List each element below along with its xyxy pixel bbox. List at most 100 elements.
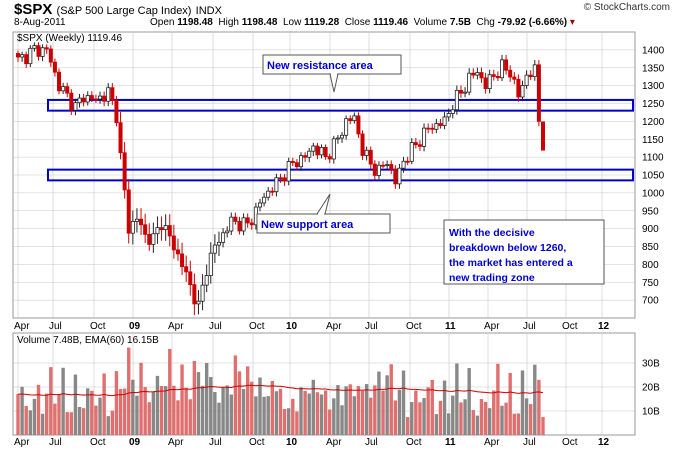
price-tick-label: 1150 (642, 135, 664, 146)
volume-bar (209, 377, 213, 435)
quote-date: 8-Aug-2011 (14, 17, 66, 28)
chg-label: Chg (476, 17, 495, 28)
volume-bar (28, 410, 33, 435)
symbol: $SPX (14, 1, 53, 18)
volume-bar (81, 408, 86, 435)
candle-body (147, 234, 152, 245)
volume-bar (393, 400, 398, 435)
volume-bar (381, 390, 385, 435)
candle-body (385, 164, 390, 166)
candle-body (442, 116, 447, 126)
volume-bar (200, 385, 205, 435)
candle-body (257, 202, 262, 208)
note-callout: With the decisive breakdown below 1260, … (443, 219, 605, 285)
candle-body (323, 146, 328, 158)
volume-bar (53, 403, 57, 435)
volume-bar (77, 406, 82, 435)
volume-bar (319, 394, 324, 435)
candle-body (413, 142, 418, 146)
candle-body (491, 74, 496, 77)
volume-bar (94, 405, 98, 435)
volume-bar (217, 402, 221, 435)
candle-body (294, 162, 299, 168)
volume-bar (135, 395, 139, 435)
candle-body (516, 78, 521, 98)
volume-bar (86, 388, 90, 435)
candle-body (438, 123, 443, 126)
volume-bar (307, 393, 311, 435)
volume-bar (528, 404, 533, 435)
volume-bar (524, 398, 529, 435)
volume-bar (336, 385, 340, 435)
high-value: 1198.48 (241, 17, 278, 28)
volume-x-tick-label: Apr (14, 437, 30, 448)
price-x-tick-label: 10 (286, 321, 298, 332)
candle-body (130, 221, 135, 234)
price-axis: 700 750 800 850 900 950 1000 1050 1100 1150 1200 12… (642, 45, 665, 306)
candle-body (327, 156, 332, 160)
volume-bar (360, 390, 365, 435)
down-arrow-icon: ▾ (569, 17, 575, 28)
candle-body (110, 87, 115, 101)
price-tick-label: 950 (642, 206, 659, 217)
candle-body (163, 225, 168, 231)
candle-body (221, 232, 226, 243)
candle-body (417, 144, 422, 147)
price-x-tick-label: 09 (129, 321, 141, 332)
candle-body (512, 76, 517, 80)
candle-body (450, 109, 455, 114)
candle-body (356, 115, 361, 135)
volume-x-axis: Apr Jul Oct 09 Apr Jul Oct 10 Apr Jul Oct 11 Apr Jul O… (14, 437, 610, 448)
volume-bar (426, 387, 430, 435)
note-line-3: the market has entered a (449, 257, 573, 269)
candle-body (520, 85, 525, 98)
candle-body (102, 95, 107, 102)
volume-x-tick-label: Oct (562, 437, 578, 448)
candle-body (167, 225, 172, 237)
volume-bar (492, 390, 496, 435)
candle-body (216, 241, 221, 246)
price-tick-label: 1350 (642, 63, 665, 74)
candle-body (57, 71, 62, 92)
volume-bar (147, 402, 151, 435)
volume-bar (369, 397, 373, 435)
volume-bar (254, 396, 258, 435)
price-x-axis: Apr Jul Oct 09 Apr Jul Oct 10 Apr Jul Oct 11 Apr Jul O… (14, 321, 610, 332)
candle-body (188, 271, 193, 286)
volume-bar (405, 417, 410, 435)
volume-bar (516, 413, 521, 435)
volume-bar (45, 393, 49, 435)
price-tick-label: 1300 (642, 81, 665, 92)
candle-body (303, 155, 308, 158)
candle-body (20, 54, 25, 58)
volume-bar (434, 414, 439, 435)
candle-body (315, 145, 320, 156)
candle-body (184, 266, 189, 273)
volume-bar (377, 371, 381, 435)
chg-value: -79.92 (-6.66%) (497, 17, 568, 28)
low-label: Low (282, 17, 302, 28)
volume-bar (512, 413, 516, 435)
price-x-tick-label: Oct (90, 321, 106, 332)
candle-body (134, 218, 139, 222)
candle-body (73, 102, 78, 111)
candle-body (426, 127, 431, 130)
volume-x-tick-label: Jul (523, 437, 536, 448)
zones (47, 98, 634, 182)
volume-bar (323, 390, 328, 435)
volume-x-tick-label: Apr (484, 437, 500, 448)
volume-bar (204, 363, 209, 435)
volume-bar (16, 394, 20, 435)
candle-body (335, 137, 340, 140)
candle-body (471, 72, 476, 76)
volume-bar (508, 372, 512, 435)
candle-body (348, 118, 353, 121)
candle-body (93, 98, 98, 101)
volume-x-tick-label: Apr (168, 437, 184, 448)
volume-bar (172, 385, 176, 435)
volume-bar (270, 380, 274, 435)
high-label: High (218, 17, 239, 28)
candle-body (372, 163, 377, 176)
open-value: 1198.48 (177, 17, 213, 28)
price-x-tick-label: 12 (598, 321, 610, 332)
